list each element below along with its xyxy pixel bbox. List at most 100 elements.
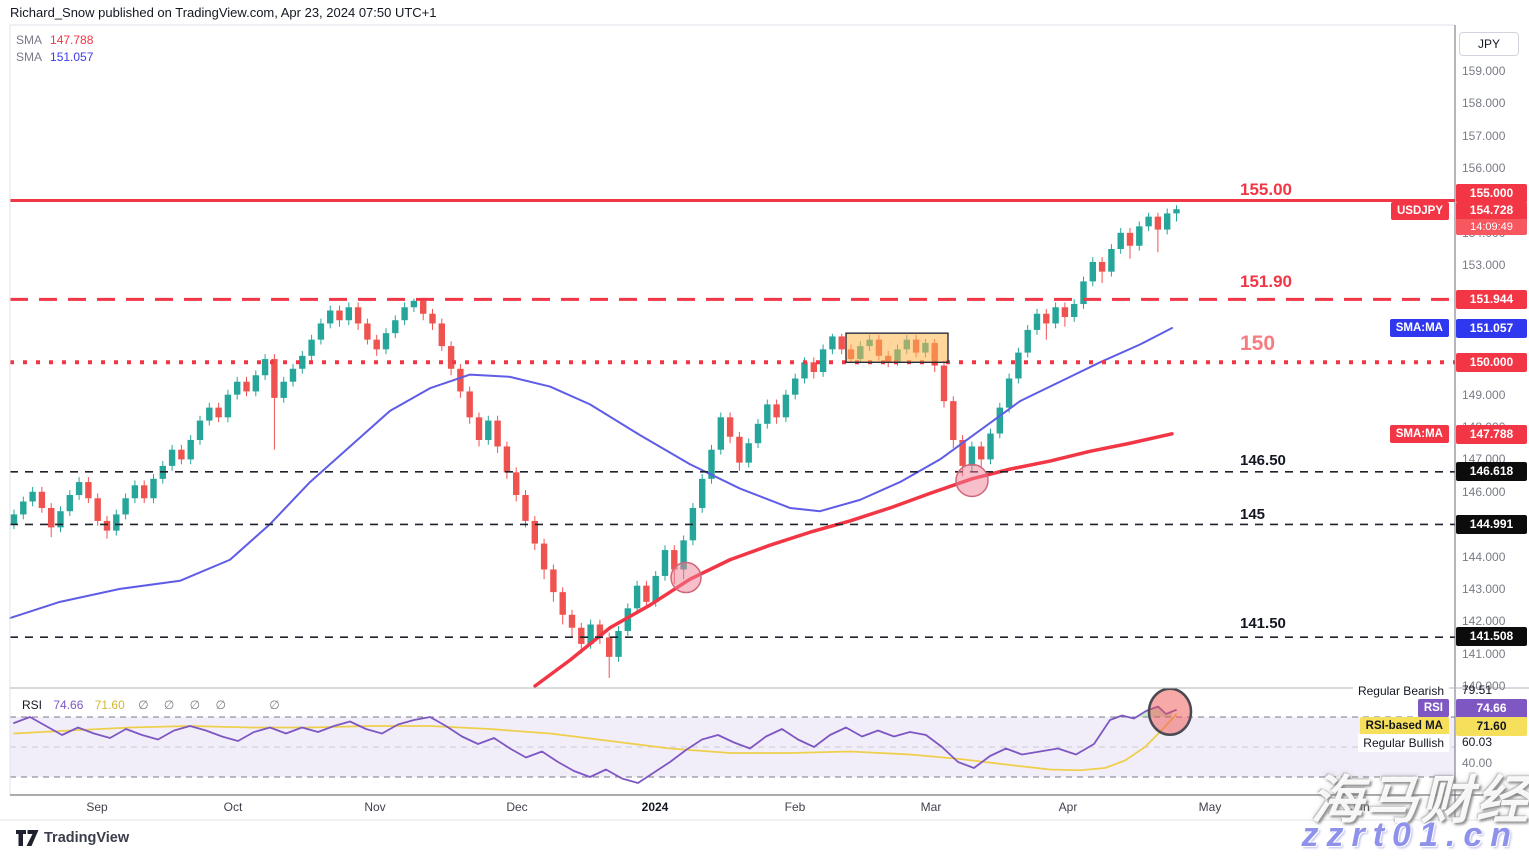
level-label-146-50: 146.50 <box>1240 452 1286 469</box>
tradingview-logo-icon[interactable] <box>16 829 40 847</box>
candle-body <box>299 355 306 369</box>
candle-body <box>1015 352 1022 379</box>
sma-fast-label: SMA <box>16 33 43 47</box>
candle-body <box>764 404 771 424</box>
price-tick-149.000: 149.000 <box>1462 387 1506 402</box>
price-tick-157.000: 157.000 <box>1462 128 1506 143</box>
candle-body <box>94 498 101 521</box>
candle-body <box>327 310 334 324</box>
candle-body <box>206 407 213 421</box>
candle-body <box>48 507 55 528</box>
candle-body <box>122 498 129 515</box>
candle-body <box>1024 329 1031 353</box>
candle-body <box>289 368 297 382</box>
candle-body <box>792 378 799 395</box>
tradingview-brand-text[interactable]: TradingView <box>44 830 130 846</box>
candle-body <box>754 423 762 444</box>
candle-body <box>392 320 399 334</box>
candle-body <box>178 449 185 460</box>
candle-body <box>987 433 994 460</box>
level-label-155: 155.00 <box>1240 180 1292 199</box>
candle-body <box>1080 281 1087 305</box>
candle-body <box>113 514 120 531</box>
candle-body <box>261 359 269 376</box>
price-tick-144.000: 144.000 <box>1462 549 1506 564</box>
sma-fast-chip: SMA:MA <box>1389 425 1449 443</box>
level-label-150: 150 <box>1240 332 1276 355</box>
watermark-chinese: 海马财经 <box>1310 772 1529 830</box>
candle-body <box>475 417 483 440</box>
axis-badge-146-618: 146.618 <box>1456 462 1527 481</box>
rsi-value-badge: 74.66 <box>1456 699 1527 718</box>
candle-body <box>1117 232 1124 250</box>
candle-body <box>819 349 827 373</box>
candle-body <box>168 449 176 466</box>
candle-body <box>671 550 678 570</box>
regular-bullish-chip: Regular Bullish <box>1358 734 1449 752</box>
rsi-chip: RSI <box>1417 699 1449 717</box>
price-tick-143.000: 143.000 <box>1462 581 1506 596</box>
candle-body <box>364 323 371 340</box>
sma-200-line <box>533 432 1174 688</box>
regular-bearish-value: 79.51 <box>1462 683 1493 697</box>
price-tick-141.000: 141.000 <box>1462 646 1506 661</box>
candle-body <box>782 394 790 418</box>
consolidation-box <box>845 332 949 363</box>
candle-body <box>550 569 557 593</box>
month-label-Sep: Sep <box>86 800 108 814</box>
rsi-tick-40: 40.00 <box>1462 756 1493 770</box>
candle-body <box>1033 313 1041 330</box>
rsi-legend-empty-values: ∅ ∅ ∅ ∅ <box>138 698 232 712</box>
axis-badge-150: 150.000 <box>1456 353 1527 372</box>
candle-body <box>1164 213 1171 230</box>
legend-sma-fast[interactable]: SMA 147.788 <box>16 33 93 47</box>
sma-slow-chip: SMA:MA <box>1389 319 1449 337</box>
candle-body <box>996 407 1003 434</box>
candle-body <box>57 511 64 528</box>
candle-body <box>494 420 501 447</box>
sma-touch-circle <box>670 561 702 594</box>
regular-bullish-value: 60.03 <box>1462 735 1493 749</box>
axis-badge-155: 155.000 <box>1456 184 1527 203</box>
candle-body <box>522 495 529 521</box>
axis-badge-151-944: 151.944 <box>1456 290 1527 309</box>
legend-sma-slow[interactable]: SMA 151.057 <box>16 50 93 64</box>
candle-body <box>187 439 194 460</box>
candle-body <box>382 333 390 350</box>
rsi-legend-empty-far: ∅ <box>269 698 280 712</box>
month-label-Feb: Feb <box>784 800 806 814</box>
candle-body <box>457 368 464 392</box>
candle-body <box>141 485 148 499</box>
price-tick-142.000: 142.000 <box>1462 614 1506 629</box>
candle-body <box>20 501 27 515</box>
currency-button-jpy[interactable]: JPY <box>1459 32 1519 56</box>
candle-body <box>1089 261 1096 282</box>
sma-touch-circle <box>955 463 989 498</box>
candle-body <box>680 540 687 570</box>
candle-body <box>447 346 455 369</box>
candle-body <box>810 362 817 373</box>
candle-body <box>587 624 594 644</box>
last-price-badge: 154.728 14:09:49 <box>1456 202 1527 235</box>
candle-body <box>606 637 613 657</box>
month-label-May: May <box>1198 800 1222 814</box>
rsi-legend[interactable]: RSI 74.66 71.60 ∅ ∅ ∅ ∅ ∅ <box>22 698 280 712</box>
candle-body <box>736 436 743 463</box>
candle-body <box>726 417 734 437</box>
candle-body <box>745 443 752 463</box>
sma-50-line <box>9 326 1173 620</box>
candle-body <box>978 446 985 460</box>
bar-countdown: 14:09:49 <box>1456 219 1527 235</box>
candle-body <box>968 446 976 466</box>
level-label-145: 145 <box>1240 506 1266 523</box>
candle-body <box>503 446 511 473</box>
rsi-ma-line <box>13 713 1177 772</box>
candle-body <box>568 614 576 628</box>
watermark-url: zzrt01.cn <box>1301 816 1519 854</box>
rsi-legend-value: 74.66 <box>53 698 84 712</box>
candle-body <box>10 514 18 525</box>
price-tick-156.000: 156.000 <box>1462 161 1506 176</box>
candle-body <box>373 339 380 350</box>
candle-body <box>615 630 622 657</box>
